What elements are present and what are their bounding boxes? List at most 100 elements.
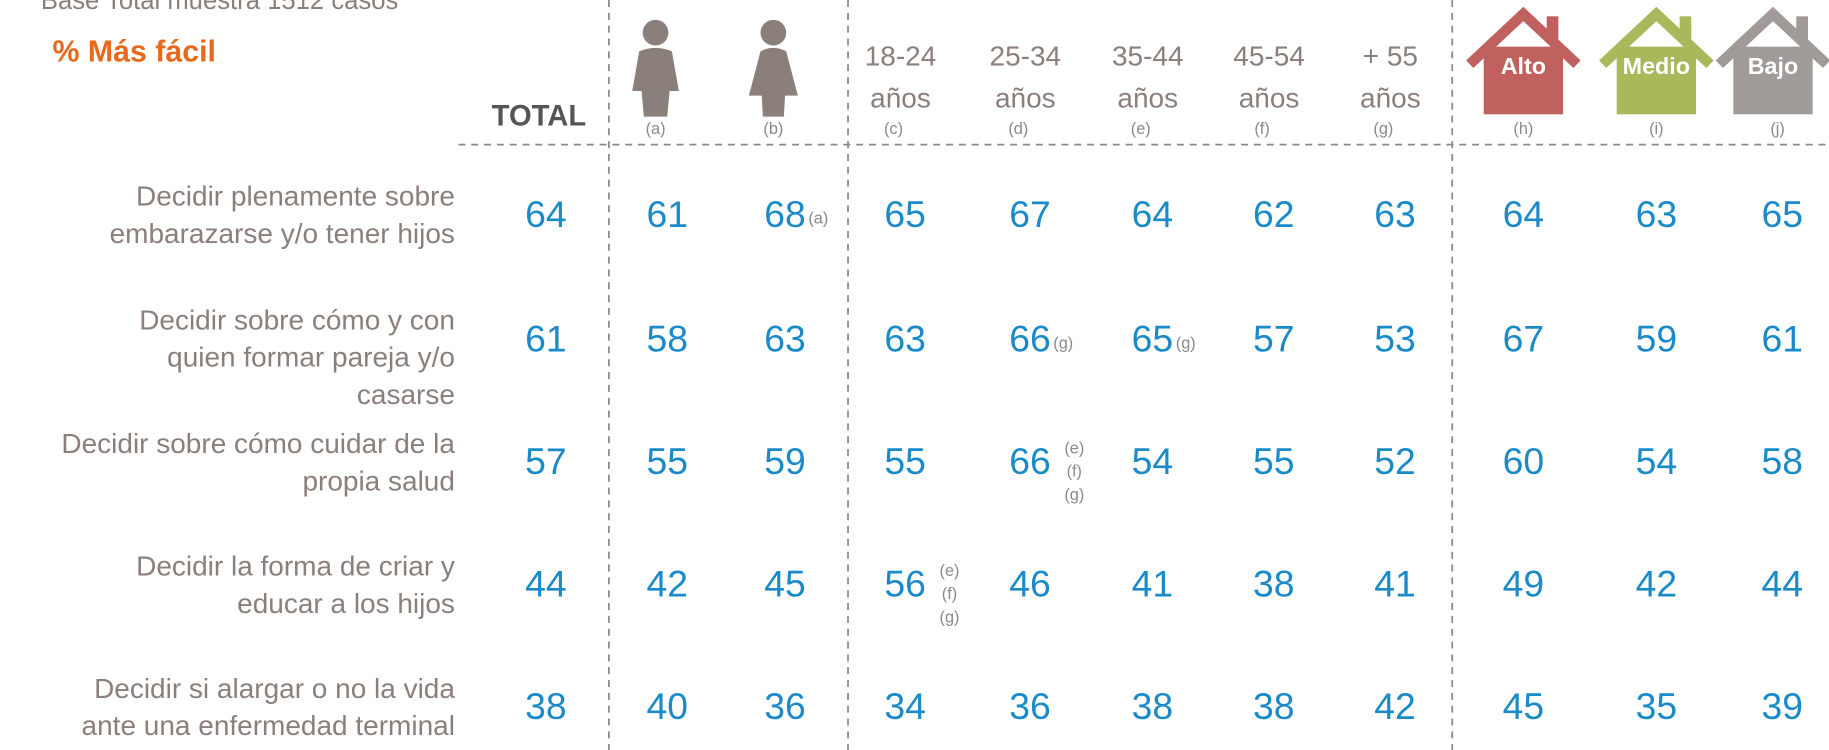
- cell-value: 63: [1374, 193, 1416, 235]
- cell-value: 66: [1009, 440, 1051, 482]
- cell-value: 40: [646, 685, 688, 727]
- row-label: Decidir sobre cómo y con: [139, 304, 455, 335]
- cell-value: 63: [764, 318, 806, 360]
- house-icon: [1715, 6, 1829, 115]
- column-header: 18-24: [865, 41, 937, 72]
- row-label: quien formar pareja y/o: [167, 342, 455, 373]
- significance-note: (g): [940, 609, 960, 627]
- cell-value: 59: [764, 440, 806, 482]
- cell-value: 60: [1503, 440, 1545, 482]
- cell-value: 55: [646, 440, 688, 482]
- cell-value: 64: [1132, 193, 1174, 235]
- row-label: Decidir si alargar o no la vida: [94, 673, 455, 704]
- cell-value: 44: [525, 563, 567, 605]
- row-label: propia salud: [302, 465, 454, 496]
- row-label: casarse: [357, 379, 455, 410]
- cell-value: 58: [1762, 440, 1804, 482]
- column-header: Alto: [1501, 53, 1546, 79]
- row-label: Decidir sobre cómo cuidar de la: [61, 428, 455, 459]
- column-letter: (i): [1649, 120, 1664, 138]
- cell-value: 45: [1503, 685, 1545, 727]
- cell-value: 35: [1636, 685, 1678, 727]
- significance-note: (e): [940, 562, 960, 580]
- cell-value: 61: [1762, 318, 1804, 360]
- cell-value: 65: [884, 193, 926, 235]
- cell-value: 52: [1374, 440, 1416, 482]
- cell-value: 38: [1253, 563, 1295, 605]
- column-letter: (c): [884, 120, 903, 138]
- cell-value: 36: [1009, 685, 1051, 727]
- cell-value: 61: [646, 193, 688, 235]
- significance-note: (g): [1064, 486, 1084, 504]
- house-icon: [1466, 6, 1581, 115]
- cell-value: 55: [1253, 440, 1295, 482]
- cell-value: 54: [1636, 440, 1678, 482]
- cell-value: 46: [1009, 563, 1051, 605]
- cell-value: 61: [525, 318, 567, 360]
- cell-value: 64: [525, 193, 567, 235]
- cell-value: 65: [1132, 318, 1174, 360]
- row-label: Decidir la forma de criar y: [136, 550, 455, 581]
- significance-note: (f): [942, 585, 957, 603]
- column-letter: (f): [1254, 120, 1269, 138]
- base-note: Base Total muestra 1512 casos: [41, 0, 399, 15]
- cell-value: 49: [1503, 563, 1545, 605]
- column-letter: (h): [1513, 120, 1533, 138]
- cell-value: 65: [1762, 193, 1804, 235]
- cell-value: 45: [764, 563, 806, 605]
- column-letter: (e): [1131, 120, 1151, 138]
- column-header: 25-34: [990, 41, 1062, 72]
- column-header: Bajo: [1748, 53, 1799, 79]
- cell-value: 64: [1503, 193, 1545, 235]
- cell-value: 41: [1132, 563, 1174, 605]
- subtitle: % Más fácil: [53, 36, 216, 69]
- column-unit: años: [1239, 83, 1300, 114]
- column-letter: (a): [646, 120, 666, 138]
- column-header: TOTAL: [492, 101, 586, 133]
- row-label: ante una enfermedad terminal: [82, 710, 455, 741]
- column-header: 35-44: [1112, 41, 1184, 72]
- cell-value: 36: [764, 685, 806, 727]
- row-label: Decidir plenamente sobre: [136, 181, 455, 212]
- cell-value: 67: [1503, 318, 1545, 360]
- female-icon: [748, 19, 798, 117]
- cell-value: 53: [1374, 318, 1416, 360]
- cell-value: 66: [1009, 318, 1051, 360]
- column-header: 45-54: [1233, 41, 1305, 72]
- cell-value: 38: [525, 685, 567, 727]
- cell-value: 63: [1636, 193, 1678, 235]
- significance-note: (g): [1053, 334, 1073, 352]
- significance-note: (a): [808, 210, 828, 228]
- cell-value: 42: [646, 563, 688, 605]
- cell-value: 42: [1636, 563, 1678, 605]
- cell-value: 63: [884, 318, 926, 360]
- cell-value: 34: [884, 685, 926, 727]
- cell-value: 57: [1253, 318, 1295, 360]
- male-icon: [632, 19, 679, 117]
- cell-value: 38: [1253, 685, 1295, 727]
- column-letter: (d): [1008, 120, 1028, 138]
- column-unit: años: [1117, 83, 1178, 114]
- column-unit: años: [870, 83, 931, 114]
- cell-value: 55: [884, 440, 926, 482]
- cell-value: 57: [525, 440, 567, 482]
- column-header: Medio: [1623, 53, 1690, 79]
- cell-value: 62: [1253, 193, 1295, 235]
- cell-value: 44: [1762, 563, 1804, 605]
- column-unit: años: [1360, 83, 1421, 114]
- cell-value: 54: [1132, 440, 1174, 482]
- column-letter: (j): [1770, 120, 1785, 138]
- house-icon: [1599, 6, 1714, 115]
- cell-value: 67: [1009, 193, 1051, 235]
- significance-note: (f): [1067, 463, 1082, 481]
- cell-value: 38: [1132, 685, 1174, 727]
- cell-value: 58: [646, 318, 688, 360]
- significance-note: (e): [1064, 439, 1084, 457]
- row-label: embarazarse y/o tener hijos: [110, 218, 455, 249]
- cell-value: 42: [1374, 685, 1416, 727]
- cell-value: 59: [1636, 318, 1678, 360]
- cell-value: 56: [884, 563, 926, 605]
- column-letter: (b): [763, 120, 783, 138]
- cell-value: 41: [1374, 563, 1416, 605]
